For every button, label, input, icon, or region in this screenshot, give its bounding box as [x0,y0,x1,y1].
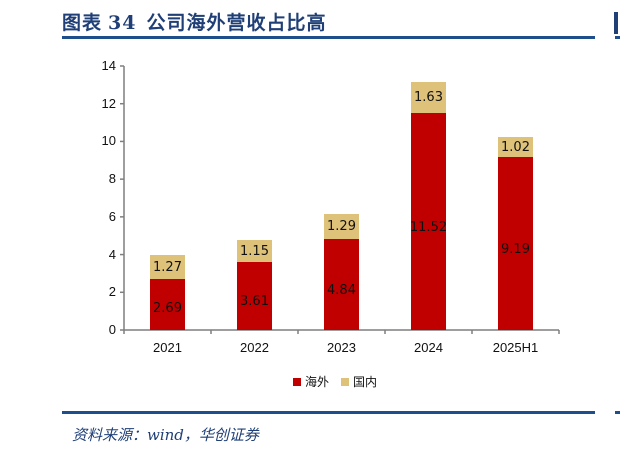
footer-rule-right [615,411,620,414]
next-figure-edge-mark [614,12,618,34]
data-label: 11.52 [409,219,448,235]
y-tick-label: 2 [108,284,116,300]
bar-segment-overseas: 4.84 [324,238,359,330]
y-tick-label: 0 [108,322,116,337]
legend-label: 海外 [305,375,330,389]
title-rule [62,36,595,39]
data-label: 1.15 [240,243,269,259]
source-note: 资料来源：wind，华创证券 [72,426,259,444]
bar-segment-overseas: 11.52 [409,112,448,330]
x-tick-label: 2021 [153,340,182,355]
data-label: 1.63 [414,89,443,105]
bar-segment-domestic: 1.63 [411,82,446,113]
data-label: 4.84 [327,282,356,298]
y-tick-label: 8 [108,171,116,187]
legend-item-overseas: 海外 [293,373,329,390]
legend-swatch-domestic [341,377,350,386]
x-tick-label: 2025H1 [492,340,539,355]
data-label: 1.29 [327,219,356,235]
figure-caption: 公司海外营收占比高 [146,12,327,34]
footer-rule [62,411,595,414]
x-tick-label: 2024 [414,340,443,355]
stacked-bar-chart: 0 2 4 6 8 10 12 14 2.69 1.27 2021 3.61 1.15 2022 4.84 1… [101,58,560,355]
bar-segment-overseas: 3.61 [237,261,272,330]
y-tick-label: 6 [108,208,116,224]
legend-item-domestic: 国内 [341,373,377,390]
figure-label: 图表 [62,12,103,34]
bar-segment-domestic: 1.29 [324,214,359,239]
figure-title: 图表 34 公司海外营收占比高 [62,8,326,35]
data-label: 3.61 [240,293,269,309]
data-label: 9.19 [501,241,530,257]
bar-segment-overseas: 2.69 [150,279,185,330]
y-tick-label: 10 [101,133,116,149]
data-label: 1.27 [153,259,182,275]
data-label: 2.69 [153,300,182,316]
title-rule-right [615,36,620,39]
chart-legend: 海外 国内 [293,373,389,390]
y-tick-label: 14 [101,58,116,73]
x-tick-label: 2023 [327,340,356,355]
legend-label: 国内 [353,375,378,389]
y-tick-label: 4 [108,246,116,262]
bar-segment-overseas: 9.19 [498,156,533,330]
data-label: 1.02 [501,139,530,155]
chart-axes [120,65,560,334]
bar-segment-domestic: 1.27 [150,255,185,280]
figure-number: 34 [108,12,137,34]
legend-swatch-overseas [293,377,301,386]
bar-segment-domestic: 1.02 [498,137,533,157]
bar-segment-domestic: 1.15 [237,240,272,262]
x-tick-label: 2022 [240,340,269,355]
y-tick-label: 12 [101,95,116,111]
